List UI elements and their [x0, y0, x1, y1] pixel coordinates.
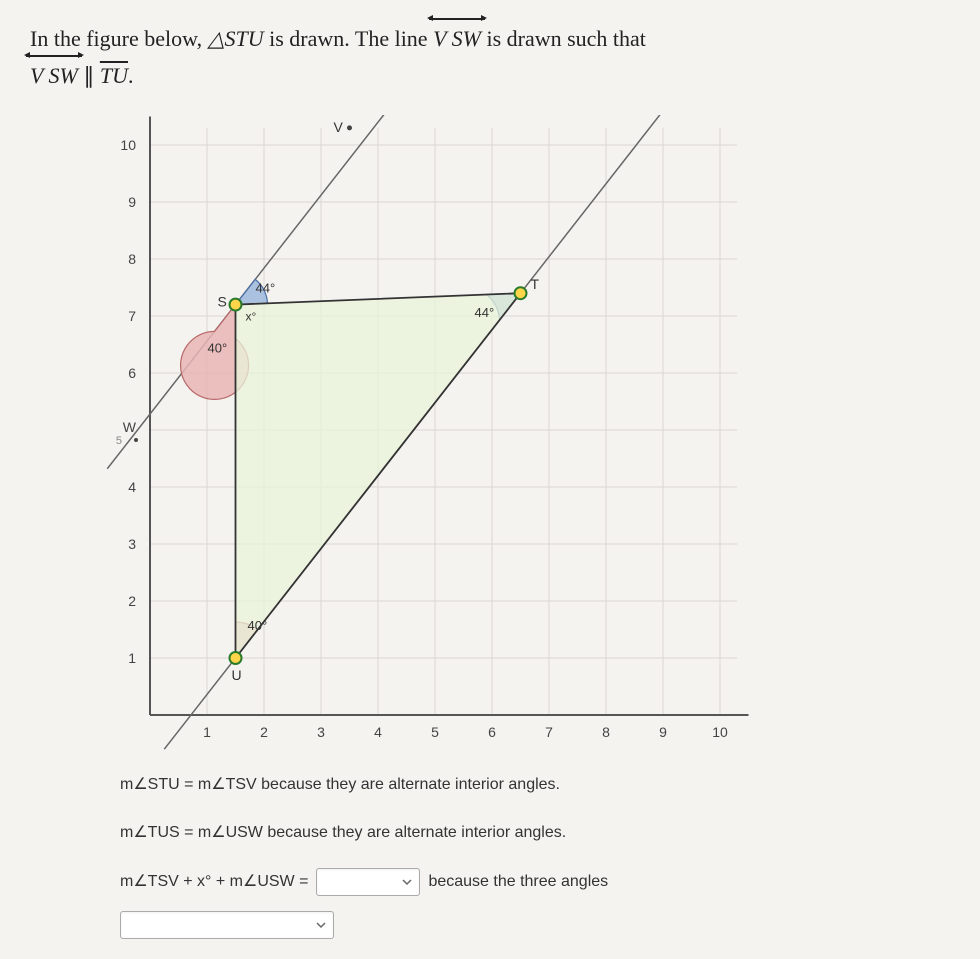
eq: m∠TUS = m∠USW [120, 824, 263, 841]
answer-dropdown-2[interactable] [120, 911, 334, 939]
svg-text:8: 8 [128, 251, 136, 267]
svg-text:3: 3 [128, 536, 136, 552]
svg-text:9: 9 [659, 724, 667, 740]
svg-text:1: 1 [203, 724, 211, 740]
svg-text:10: 10 [120, 137, 136, 153]
proof-statements: m∠STU = m∠TSV because they are alternate… [120, 770, 950, 939]
svg-text:T: T [531, 276, 540, 292]
svg-text:3: 3 [317, 724, 325, 740]
svg-text:9: 9 [128, 194, 136, 210]
line-vsw: V SW [433, 20, 481, 57]
svg-text:2: 2 [128, 593, 136, 609]
eq: m∠STU = m∠TSV [120, 776, 257, 793]
chevron-down-icon [315, 919, 327, 931]
svg-text:x°: x° [246, 309, 257, 323]
svg-text:40°: 40° [248, 618, 268, 633]
svg-text:7: 7 [128, 308, 136, 324]
svg-text:5: 5 [116, 435, 122, 447]
reason: because they are alternate interior angl… [263, 824, 566, 841]
svg-text:5: 5 [431, 724, 439, 740]
text: is drawn such that [486, 26, 645, 51]
parallel-symbol: ∥ [83, 63, 100, 88]
answer-dropdown-1[interactable] [316, 868, 420, 896]
svg-text:7: 7 [545, 724, 553, 740]
statement-1: m∠STU = m∠TSV because they are alternate… [120, 770, 950, 800]
svg-text:40°: 40° [208, 340, 228, 355]
figure-svg: 123456789101234678910W5STUV44°x°40°44°40… [90, 115, 810, 755]
text: . [128, 63, 134, 88]
problem-statement: In the figure below, △STU is drawn. The … [30, 20, 950, 95]
svg-text:6: 6 [488, 724, 496, 740]
text: is drawn. The line [269, 26, 433, 51]
eq: m∠TSV + x° + m∠USW = [120, 867, 308, 897]
geometry-figure: 123456789101234678910W5STUV44°x°40°44°40… [90, 115, 950, 760]
chevron-down-icon [401, 876, 413, 888]
triangle-symbol: △STU [208, 26, 264, 51]
svg-text:4: 4 [374, 724, 382, 740]
svg-text:4: 4 [128, 479, 136, 495]
svg-text:8: 8 [602, 724, 610, 740]
reason: because the three angles [428, 867, 608, 897]
svg-text:6: 6 [128, 365, 136, 381]
segment-tu: TU [100, 63, 128, 88]
line-vsw-2: V SW [30, 57, 78, 94]
reason: because they are alternate interior angl… [257, 776, 560, 793]
svg-text:2: 2 [260, 724, 268, 740]
svg-text:10: 10 [712, 724, 728, 740]
svg-text:44°: 44° [475, 305, 495, 320]
svg-text:U: U [232, 667, 242, 683]
statement-2: m∠TUS = m∠USW because they are alternate… [120, 818, 950, 848]
svg-text:V: V [334, 119, 344, 135]
svg-text:44°: 44° [256, 280, 276, 295]
svg-text:S: S [218, 293, 227, 309]
statement-3b [120, 911, 950, 939]
svg-text:1: 1 [128, 650, 136, 666]
text: In the figure below, [30, 26, 208, 51]
statement-3: m∠TSV + x° + m∠USW = because the three a… [120, 867, 950, 897]
